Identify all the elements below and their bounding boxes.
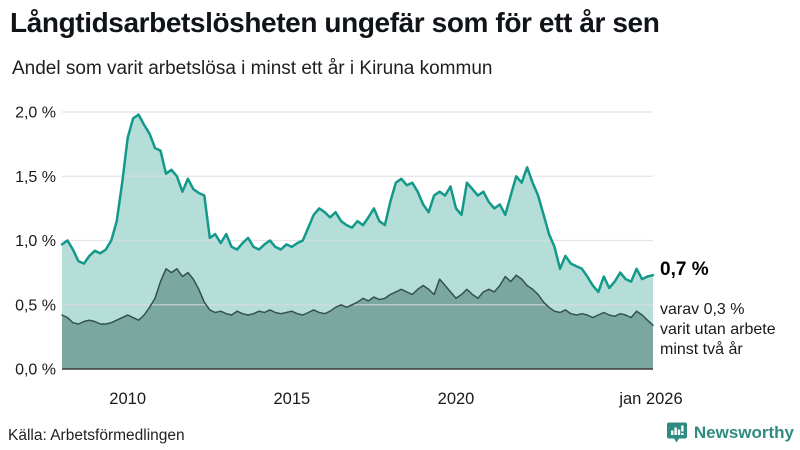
newsworthy-bubble-chart-icon: [666, 421, 688, 444]
y-tick-label: 0,0 %: [15, 362, 56, 379]
line-arbetslösa-minst-ett-år: [60, 113, 655, 294]
y-tick-label: 0,5 %: [15, 297, 56, 314]
brand-name: Newsworthy: [693, 422, 794, 442]
x-tick-label: 2015: [273, 390, 310, 408]
y-tick-label: 2,0 %: [15, 105, 56, 122]
chart-svg: 0,0 % 0,5 % 1,0 % 1,5 % 2,0 % 2010 2015 2020 jan…: [15, 105, 683, 409]
end-value-label: 0,7 %: [660, 259, 709, 280]
x-tick-label: 2010: [109, 390, 146, 408]
page-title: Långtidsarbetslösheten ungefär som för e…: [10, 7, 660, 38]
sub-annotation-line: varav 0,3 %: [660, 301, 745, 318]
brand-logo: Newsworthy: [666, 421, 794, 444]
source-note: Källa: Arbetsförmedlingen: [8, 427, 185, 444]
sub-annotation-line: minst två år: [660, 341, 743, 358]
x-tick-label: 2020: [438, 390, 475, 408]
y-tick-label: 1,5 %: [15, 169, 56, 186]
chart-subtitle: Andel som varit arbetslösa i minst ett å…: [12, 58, 493, 79]
y-tick-label: 1,0 %: [15, 233, 56, 250]
x-tick-label: jan 2026: [618, 390, 682, 408]
sub-annotation-line: varit utan arbete: [660, 321, 776, 338]
line-utan-arbete-minst-två-år: [61, 268, 654, 327]
sub-annotation: varav 0,3 % varit utan arbete minst två …: [660, 300, 776, 360]
area-utan-arbete-minst-två-år: [62, 268, 653, 369]
